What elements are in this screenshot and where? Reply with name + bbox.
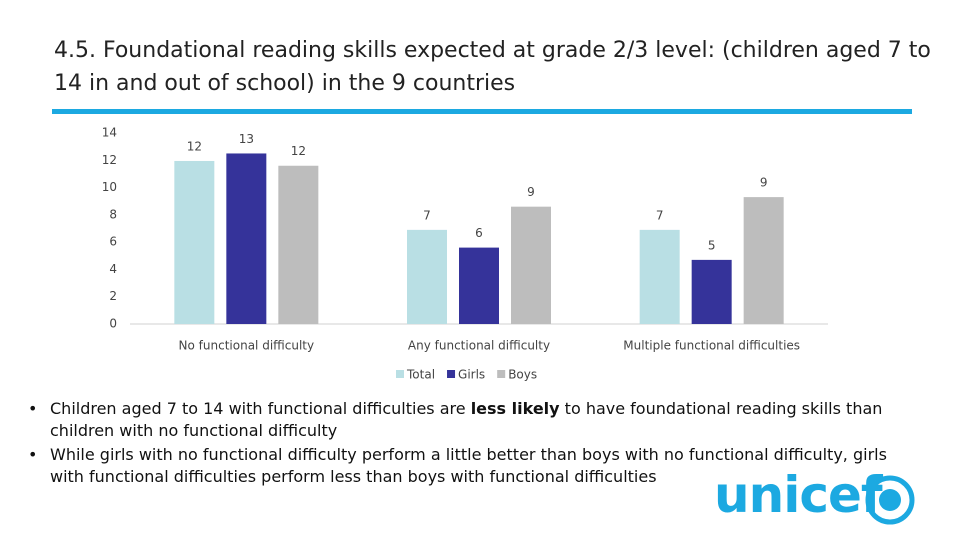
- bar: [407, 229, 447, 324]
- bullet-text: to have foundational reading skills than…: [50, 399, 883, 440]
- y-tick-label: 2: [109, 289, 117, 303]
- legend-swatch: [396, 370, 404, 378]
- bar: [226, 153, 267, 324]
- value-label: 9: [760, 176, 768, 190]
- logo-text: unicef: [714, 466, 883, 524]
- bar: [174, 160, 215, 324]
- value-label: 7: [423, 208, 431, 222]
- legend-label: Total: [406, 368, 435, 382]
- value-label: 6: [475, 226, 483, 240]
- y-tick-label: 12: [102, 153, 117, 167]
- y-tick-label: 10: [102, 180, 117, 194]
- legend-swatch: [447, 370, 456, 378]
- bullet: Children aged 7 to 14 with functional di…: [26, 398, 906, 442]
- bar: [278, 165, 319, 324]
- value-label: 12: [291, 144, 306, 158]
- x-tick-label: Any functional difficulty: [408, 339, 550, 353]
- bullet: While girls with no functional difficult…: [26, 444, 906, 488]
- legend-swatch: [497, 370, 506, 378]
- value-label: 9: [527, 185, 535, 199]
- value-label: 13: [239, 132, 254, 146]
- bar: [459, 247, 499, 324]
- bar: [511, 206, 551, 324]
- bar: [691, 259, 732, 324]
- bar: [639, 229, 680, 324]
- title-rule: [52, 109, 912, 114]
- value-label: 12: [187, 139, 202, 153]
- value-label: 7: [656, 208, 664, 222]
- bullet-list: Children aged 7 to 14 with functional di…: [26, 398, 906, 490]
- y-tick-label: 4: [109, 262, 117, 276]
- bullet-text: While girls with no functional difficult…: [50, 445, 887, 486]
- y-tick-label: 14: [102, 126, 117, 140]
- bullet-text: less likely: [470, 399, 560, 418]
- y-tick-label: 8: [109, 207, 117, 221]
- y-tick-label: 6: [109, 235, 117, 249]
- bar: [743, 197, 784, 324]
- slide-title: 4.5. Foundational reading skills expecte…: [54, 38, 931, 96]
- legend-label: Girls: [458, 368, 485, 382]
- y-tick-label: 0: [109, 317, 117, 331]
- x-tick-label: Multiple functional difficulties: [623, 339, 800, 353]
- legend-label: Boys: [508, 368, 537, 382]
- value-label: 5: [708, 238, 716, 252]
- x-tick-label: No functional difficulty: [179, 339, 315, 353]
- bullet-text: Children aged 7 to 14 with functional di…: [50, 399, 471, 418]
